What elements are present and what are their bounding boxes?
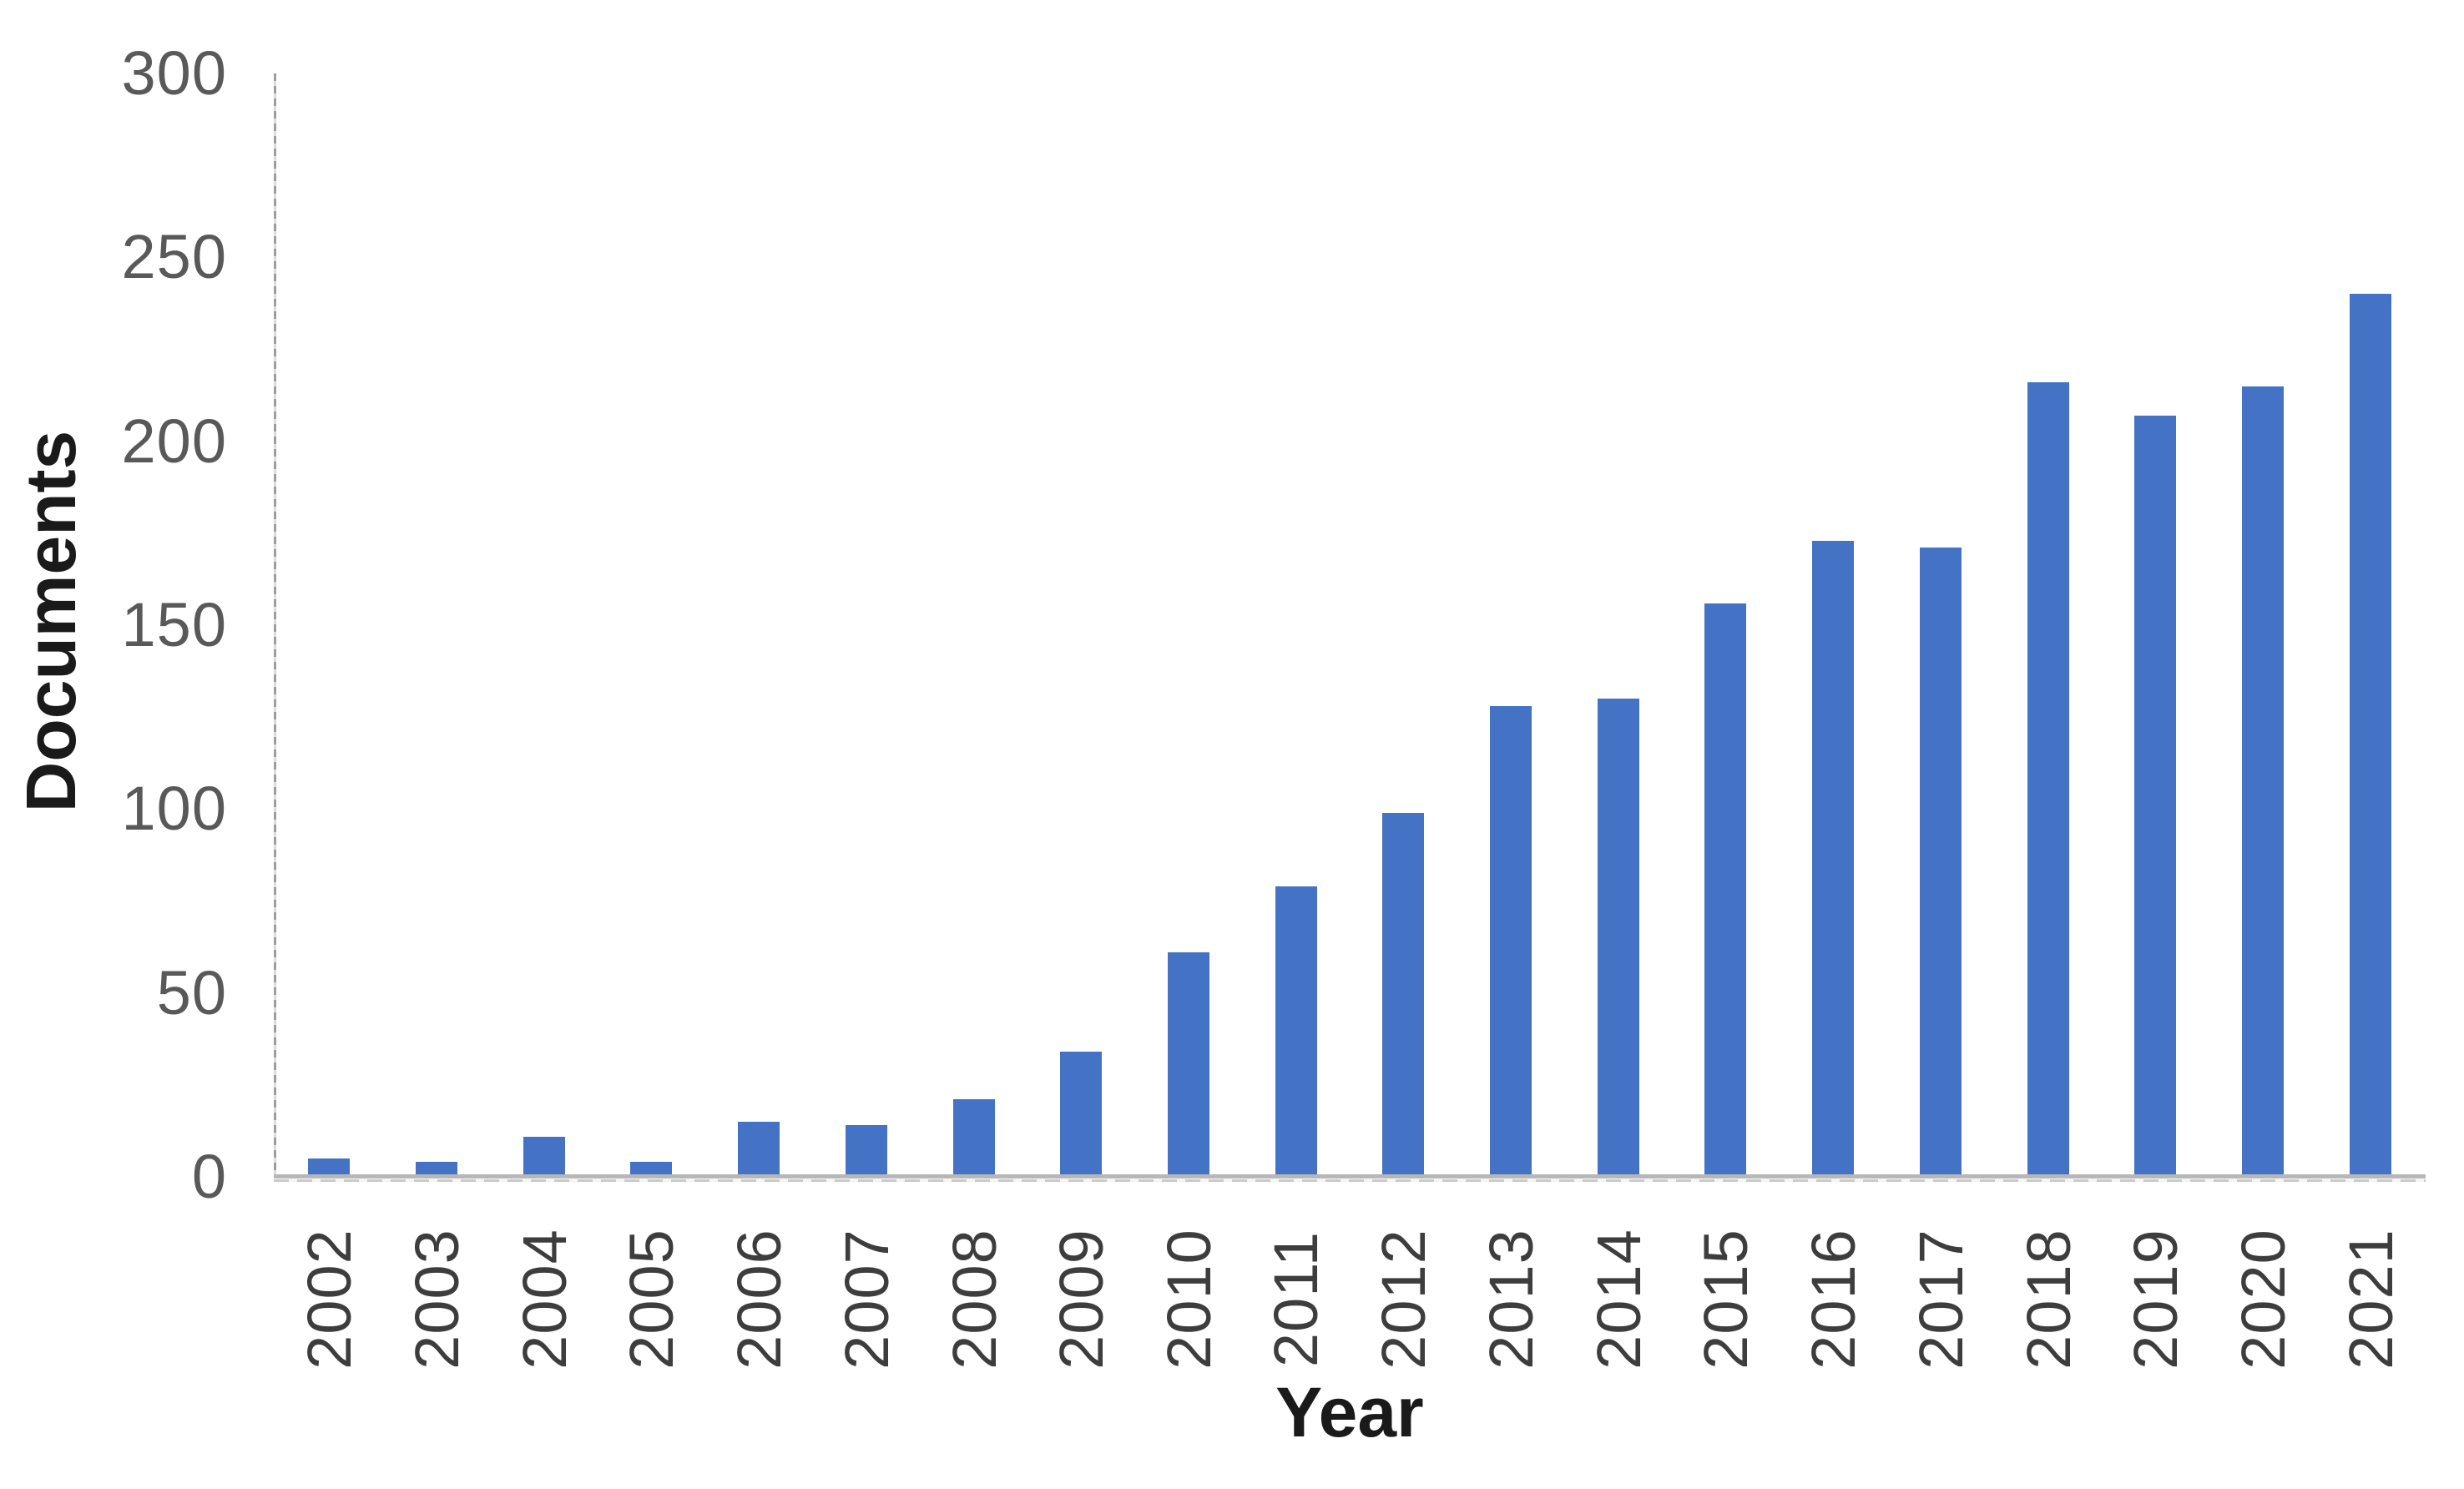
bar-2011 bbox=[1275, 886, 1317, 1177]
y-tick-label-200: 200 bbox=[121, 406, 227, 476]
y-tick-label-250: 250 bbox=[121, 222, 227, 292]
bar-2021 bbox=[2350, 294, 2391, 1177]
x-tick-label-text: 2020 bbox=[2228, 1228, 2298, 1370]
bar-2017 bbox=[1920, 548, 1962, 1177]
x-tick-label-text: 2004 bbox=[509, 1228, 579, 1370]
x-axis-title-text: Year bbox=[1275, 1373, 1424, 1451]
bar-2018 bbox=[2027, 382, 2069, 1177]
bar-2015 bbox=[1704, 603, 1746, 1177]
x-tick-label-text: 2013 bbox=[1476, 1228, 1546, 1370]
x-tick-label-text: 2003 bbox=[401, 1228, 472, 1370]
y-tick-label-0: 0 bbox=[191, 1142, 227, 1211]
bar-2008 bbox=[953, 1099, 995, 1177]
x-tick-label-text: 2006 bbox=[724, 1228, 794, 1370]
x-tick-label-text: 2019 bbox=[2120, 1228, 2190, 1370]
x-tick-label-text: 2021 bbox=[2335, 1228, 2406, 1370]
x-axis-line bbox=[274, 1174, 2426, 1179]
bar-2006 bbox=[738, 1122, 780, 1177]
x-tick-label-text: 2009 bbox=[1046, 1228, 1116, 1370]
x-tick-label-text: 2008 bbox=[939, 1228, 1009, 1370]
y-tick-label-300: 300 bbox=[121, 38, 227, 108]
bar-2002 bbox=[308, 1158, 350, 1177]
bar-2019 bbox=[2134, 416, 2176, 1177]
bar-2016 bbox=[1812, 541, 1854, 1177]
x-tick-label-text: 2015 bbox=[1690, 1228, 1760, 1370]
x-tick-label-text: 2017 bbox=[1906, 1228, 1976, 1370]
x-axis-tick-dots bbox=[274, 1179, 2426, 1182]
y-tick-label-50: 50 bbox=[156, 957, 227, 1027]
x-tick-label-text: 2018 bbox=[2013, 1228, 2083, 1370]
x-tick-label-text: 2012 bbox=[1368, 1228, 1438, 1370]
bar-2007 bbox=[846, 1125, 887, 1177]
bar-2010 bbox=[1168, 952, 1209, 1177]
x-axis-title: Year bbox=[275, 1370, 2424, 1454]
x-tick-label-text: 2002 bbox=[294, 1228, 364, 1370]
bar-2009 bbox=[1060, 1052, 1102, 1177]
bar-2003 bbox=[416, 1162, 457, 1177]
bar-2014 bbox=[1598, 699, 1639, 1177]
bar-2012 bbox=[1382, 813, 1424, 1177]
x-tick-label-text: 2007 bbox=[831, 1228, 901, 1370]
bar-2005 bbox=[630, 1162, 672, 1177]
x-tick-label-text: 2016 bbox=[1798, 1228, 1868, 1370]
bar-2013 bbox=[1490, 706, 1532, 1177]
bar-2004 bbox=[523, 1137, 565, 1177]
x-tick-label-text: 2014 bbox=[1583, 1228, 1654, 1370]
y-axis-line bbox=[274, 73, 276, 1177]
x-tick-label-text: 2005 bbox=[616, 1228, 686, 1370]
x-tick-label-text: 2011 bbox=[1261, 1230, 1331, 1367]
x-tick-label-text: 2010 bbox=[1154, 1228, 1224, 1370]
bar-2020 bbox=[2242, 386, 2284, 1177]
y-tick-label-100: 100 bbox=[121, 774, 227, 844]
y-tick-label-150: 150 bbox=[121, 590, 227, 659]
